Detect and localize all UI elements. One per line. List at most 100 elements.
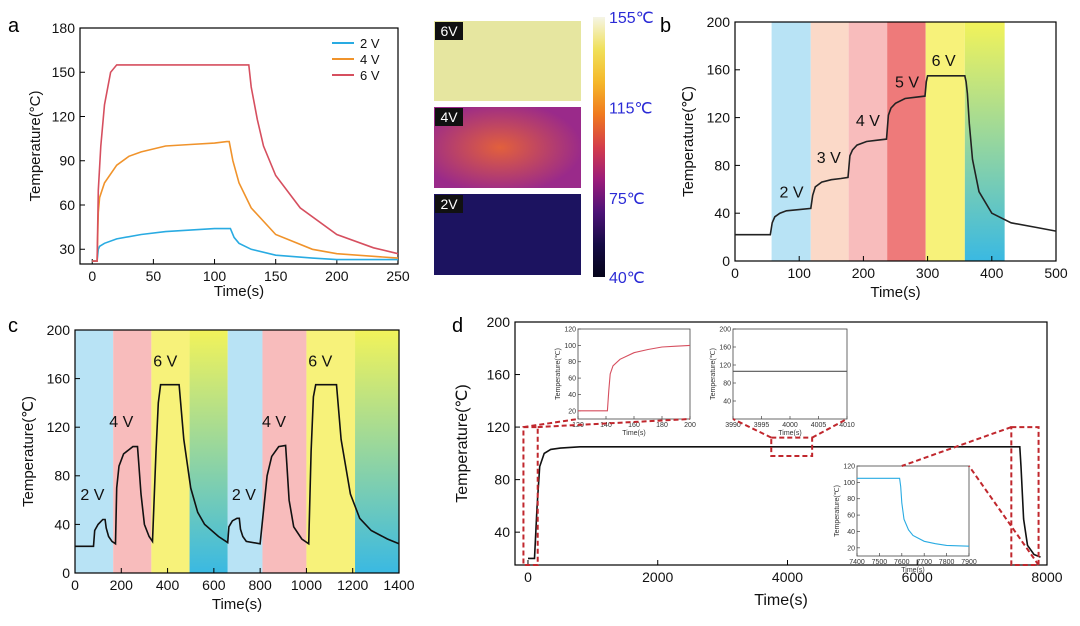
inset-x-tick-label: 3990 bbox=[725, 422, 741, 429]
x-tick-label: 400 bbox=[980, 265, 1004, 281]
annotation-label: 6 V bbox=[308, 353, 332, 370]
x-tick-label: 100 bbox=[203, 268, 227, 284]
background-band bbox=[227, 330, 263, 573]
x-tick-label: 0 bbox=[731, 265, 739, 281]
inset-background bbox=[857, 466, 969, 556]
x-tick-label: 1000 bbox=[291, 577, 322, 593]
thermal-images: 6V 4V 2V 155℃ 115℃ 75℃ 40℃ bbox=[432, 10, 654, 287]
inset-y-tick-label: 60 bbox=[568, 376, 576, 383]
annotation-label: 4 V bbox=[109, 414, 133, 431]
thermal-label: 4V bbox=[440, 109, 458, 125]
x-tick-label: 200 bbox=[325, 268, 349, 284]
x-tick-label: 0 bbox=[71, 577, 79, 593]
background-band bbox=[810, 22, 849, 261]
legend-label: 6 V bbox=[360, 68, 380, 83]
y-tick-label: 160 bbox=[47, 371, 71, 387]
zoom-connector bbox=[537, 418, 691, 429]
annotation-label: 6 V bbox=[932, 53, 956, 70]
zoom-callouts bbox=[522, 418, 1040, 566]
inset-y-tick-label: 40 bbox=[847, 529, 855, 536]
background-band bbox=[355, 330, 399, 573]
background-band bbox=[189, 330, 228, 573]
series-line bbox=[75, 383, 400, 548]
inset-y-tick-label: 100 bbox=[843, 480, 855, 487]
inset-x-tick-label: 4000 bbox=[782, 422, 798, 429]
inset-series-line bbox=[578, 344, 691, 412]
inset-y-tick-label: 20 bbox=[847, 545, 855, 552]
inset-x-tick-label: 4010 bbox=[839, 422, 855, 429]
series-line bbox=[528, 445, 1041, 560]
y-tick-label: 200 bbox=[47, 322, 71, 338]
chart-panel-d: 0 2000 4000 6000 8000 40 80 120 160 200 Time(s) Tem… bbox=[454, 314, 1063, 609]
zoom-box bbox=[522, 426, 539, 566]
inset-y-tick-label: 160 bbox=[719, 345, 731, 352]
thermal-label-bg bbox=[435, 195, 463, 213]
zoom-connector bbox=[523, 418, 579, 429]
y-tick-label: 160 bbox=[707, 62, 731, 78]
legend-label: 2 V bbox=[360, 36, 380, 51]
y-tick-label: 180 bbox=[52, 20, 76, 36]
y-tick-label: 0 bbox=[62, 565, 70, 581]
chart-panel-a: 0 50 100 150 200 250 30 60 90 120 150 180 Time(s) Tem… bbox=[27, 20, 410, 300]
x-tick-label: 300 bbox=[916, 265, 940, 281]
y-tick-label: 80 bbox=[714, 157, 730, 173]
inset-x-axis-label: Time(s) bbox=[778, 430, 801, 437]
thermal-label-bg bbox=[435, 108, 463, 126]
inset-y-tick-label: 60 bbox=[847, 513, 855, 520]
inset-x-tick-label: 7500 bbox=[872, 559, 888, 566]
y-axis-label: Temperature(℃) bbox=[680, 86, 697, 197]
inset-y-tick-label: 40 bbox=[723, 399, 731, 406]
colorbar bbox=[593, 17, 605, 277]
y-tick-label: 120 bbox=[52, 108, 76, 124]
background-band bbox=[887, 22, 926, 261]
y-tick-label: 150 bbox=[52, 64, 76, 80]
x-tick-label: 800 bbox=[248, 577, 272, 593]
inset-chart: 120 140 160 180 20020406080100120Time(s)Temp… bbox=[555, 327, 696, 438]
colorbar-tick-label: 40℃ bbox=[609, 270, 645, 287]
inset-x-axis-label: Time(s) bbox=[901, 567, 924, 574]
inset-chart: 3990 3995 4000 4005 4010 40 80 120 160 200 Time(s)… bbox=[710, 327, 855, 438]
inset-y-tick-label: 80 bbox=[847, 496, 855, 503]
series-line bbox=[735, 75, 1057, 236]
y-tick-label: 60 bbox=[59, 197, 75, 213]
x-tick-label: 0 bbox=[524, 569, 532, 585]
chart-panel-c: 0 200 400 600 800 1000 1200 1400 0 40 80 120 160 200 T… bbox=[20, 322, 415, 613]
y-tick-label: 120 bbox=[487, 419, 511, 435]
y-axis-label: Temperature(℃) bbox=[454, 384, 471, 502]
annotation-label: 2 V bbox=[779, 185, 803, 202]
y-tick-label: 160 bbox=[487, 366, 511, 382]
inset-x-tick-label: 160 bbox=[628, 422, 640, 429]
inset-x-tick-label: 7600 bbox=[894, 559, 910, 566]
x-tick-label: 2000 bbox=[642, 569, 673, 585]
zoom-connector bbox=[732, 418, 772, 439]
x-tick-label: 8000 bbox=[1031, 569, 1062, 585]
inset-x-tick-label: 200 bbox=[684, 422, 696, 429]
plot-frame bbox=[79, 27, 399, 265]
inset-x-axis-label: Time(s) bbox=[622, 430, 645, 437]
plot-frame bbox=[734, 21, 1057, 262]
x-tick-label: 150 bbox=[264, 268, 288, 284]
x-tick-label: 0 bbox=[88, 268, 96, 284]
zoom-box bbox=[770, 436, 814, 457]
y-tick-label: 0 bbox=[722, 253, 730, 269]
colorbar-tick-label: 155℃ bbox=[609, 10, 654, 27]
thermal-label: 6V bbox=[440, 23, 458, 39]
inset-y-axis-label: Temperature(℃) bbox=[710, 348, 717, 400]
zoom-connector bbox=[901, 426, 1012, 467]
background-band bbox=[151, 330, 190, 573]
inset-y-tick-label: 80 bbox=[723, 381, 731, 388]
annotation-label: 2 V bbox=[80, 487, 104, 504]
y-tick-label: 80 bbox=[494, 472, 510, 488]
x-tick-label: 250 bbox=[386, 268, 410, 284]
background-band bbox=[771, 22, 811, 261]
background-band bbox=[262, 330, 307, 573]
inset-background bbox=[578, 329, 690, 419]
x-axis-label: Time(s) bbox=[212, 596, 262, 613]
background-band bbox=[925, 22, 965, 261]
thermal-label: 2V bbox=[440, 196, 458, 212]
series-line-6v bbox=[92, 64, 399, 262]
inset-y-tick-label: 20 bbox=[568, 408, 576, 415]
x-tick-label: 4000 bbox=[772, 569, 803, 585]
legend-label: 4 V bbox=[360, 52, 380, 67]
